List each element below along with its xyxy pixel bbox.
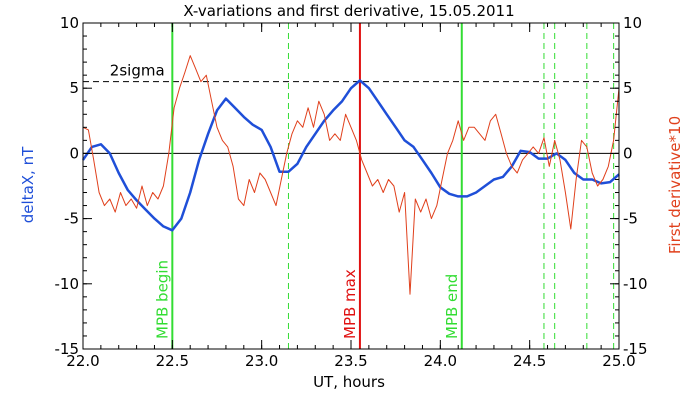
y-axis-title-right: First derivative*10	[666, 116, 684, 254]
vertical-line-label-1: MPB max	[341, 269, 359, 339]
y-tick-label-left: -10	[55, 275, 80, 293]
x-axis-title: UT, hours	[313, 373, 385, 391]
y-tick-label-left: -5	[64, 210, 79, 228]
y-tick-label-right: 0	[623, 144, 633, 162]
x-tick-label: 22.0	[66, 352, 99, 370]
vertical-line-label-2: MPB end	[443, 274, 461, 339]
y-tick-label-right: 5	[623, 79, 633, 97]
y-axis-title-left: deltaX, nT	[19, 146, 37, 223]
x-tick-label: 23.0	[245, 352, 278, 370]
x-tick-label: 24.0	[424, 352, 457, 370]
x-tick-label: 24.5	[513, 352, 546, 370]
series-line-0	[81, 79, 620, 232]
y-tick-label-left: 5	[69, 79, 79, 97]
series-line-1	[82, 55, 620, 295]
y-tick-label-right: -15	[623, 340, 648, 358]
threshold-label: 2sigma	[110, 62, 165, 80]
y-tick-label-left: 10	[60, 14, 79, 32]
x-tick-label: 23.5	[334, 352, 367, 370]
plot-area: 2sigma MPB begin MPB max MPB end 22.0 22.5 23.…	[55, 14, 648, 370]
x-tick-label: 25.0	[602, 352, 635, 370]
y-tick-label-right: -10	[623, 275, 648, 293]
y-tick-label-right: 10	[623, 14, 642, 32]
y-tick-label-left: 0	[69, 144, 79, 162]
y-tick-label-left: -15	[55, 340, 80, 358]
y-tick-label-right: -5	[623, 210, 638, 228]
chart-title: X-variations and first derivative, 15.05…	[183, 2, 514, 20]
x-tick-label: 22.5	[156, 352, 189, 370]
vertical-line-label-0: MPB begin	[153, 260, 171, 339]
